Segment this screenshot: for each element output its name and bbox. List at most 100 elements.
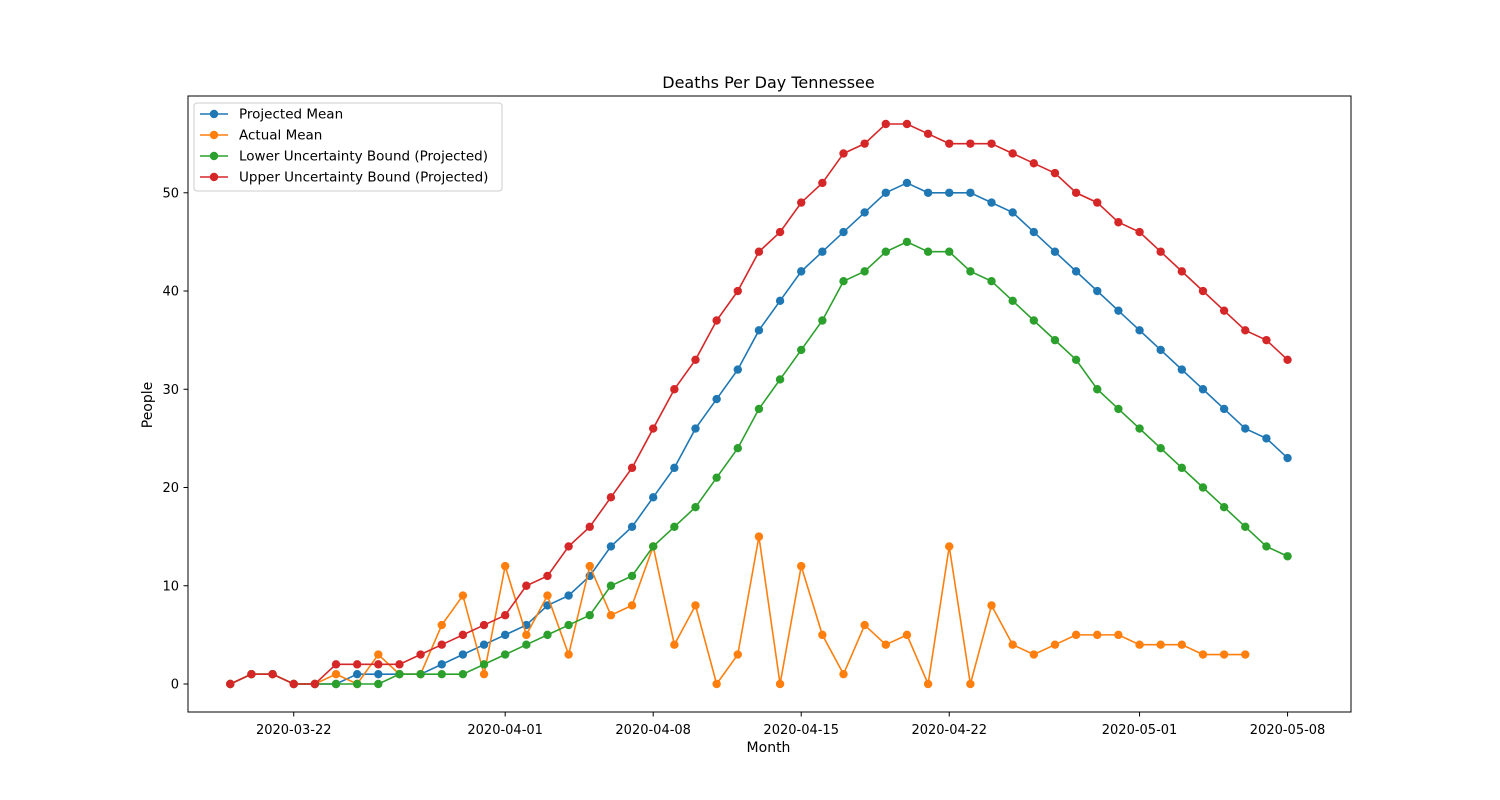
data-point-lower-uncertainty-bound-projected	[987, 276, 996, 286]
data-point-actual-mean	[923, 679, 933, 689]
data-point-actual-mean	[945, 542, 954, 551]
data-point-upper-uncertainty-bound-projected	[1008, 149, 1017, 158]
data-point-projected-mean	[1219, 404, 1229, 414]
data-point-upper-uncertainty-bound-projected	[1219, 306, 1229, 315]
data-point-lower-uncertainty-bound-projected	[1219, 502, 1229, 512]
data-point-projected-mean	[649, 493, 658, 502]
data-point-actual-mean	[797, 561, 806, 571]
data-point-upper-uncertainty-bound-projected	[754, 247, 764, 256]
data-point-actual-mean	[966, 679, 975, 689]
data-point-projected-mean	[1093, 286, 1102, 296]
data-point-projected-mean	[712, 394, 721, 404]
data-point-upper-uncertainty-bound-projected	[585, 522, 594, 532]
data-point-actual-mean	[1135, 640, 1144, 649]
data-point-upper-uncertainty-bound-projected	[1114, 218, 1123, 227]
data-point-upper-uncertainty-bound-projected	[1198, 286, 1208, 296]
data-point-upper-uncertainty-bound-projected	[1093, 198, 1102, 207]
data-point-actual-mean	[733, 650, 742, 659]
data-point-upper-uncertainty-bound-projected	[458, 630, 468, 640]
data-point-actual-mean	[564, 650, 573, 659]
data-point-actual-mean	[1241, 650, 1250, 659]
data-point-lower-uncertainty-bound-projected	[923, 247, 933, 256]
data-point-upper-uncertainty-bound-projected	[268, 669, 277, 679]
data-point-projected-mean	[1050, 247, 1060, 256]
data-point-upper-uncertainty-bound-projected	[310, 679, 320, 689]
data-point-lower-uncertainty-bound-projected	[881, 247, 890, 256]
data-point-lower-uncertainty-bound-projected	[1029, 316, 1039, 325]
data-point-upper-uncertainty-bound-projected	[543, 571, 552, 581]
data-point-lower-uncertainty-bound-projected	[1093, 385, 1102, 394]
y-axis: 0 10 20 30 40 50	[162, 186, 188, 693]
data-point-lower-uncertainty-bound-projected	[797, 345, 806, 355]
data-point-projected-mean	[1241, 424, 1250, 433]
data-point-lower-uncertainty-bound-projected	[606, 581, 616, 590]
data-point-projected-mean	[1029, 227, 1039, 237]
data-point-lower-uncertainty-bound-projected	[966, 267, 975, 276]
data-point-upper-uncertainty-bound-projected	[1029, 159, 1039, 168]
data-point-projected-mean	[902, 178, 912, 188]
data-point-upper-uncertainty-bound-projected	[818, 178, 827, 188]
data-point-upper-uncertainty-bound-projected	[437, 640, 446, 649]
data-point-lower-uncertainty-bound-projected	[775, 375, 785, 384]
data-point-lower-uncertainty-bound-projected	[1050, 335, 1060, 345]
data-point-actual-mean	[500, 561, 510, 571]
data-point-upper-uncertainty-bound-projected	[966, 139, 975, 148]
data-point-upper-uncertainty-bound-projected	[1262, 335, 1271, 345]
legend-box	[193, 102, 503, 192]
data-point-upper-uncertainty-bound-projected	[902, 119, 912, 129]
legend-item-lower-uncertainty-bound-projected: Lower Uncertainty Bound (Projected)	[200, 149, 488, 165]
data-point-lower-uncertainty-bound-projected	[564, 620, 573, 630]
legend-item-actual-mean: Actual Mean	[200, 128, 322, 144]
data-point-projected-mean	[1071, 267, 1081, 276]
y-tick-label: 30	[162, 383, 179, 398]
data-point-upper-uncertainty-bound-projected	[733, 286, 742, 296]
data-point-upper-uncertainty-bound-projected	[860, 139, 869, 148]
data-point-actual-mean	[458, 591, 468, 600]
data-point-upper-uncertainty-bound-projected	[289, 679, 298, 689]
data-point-upper-uncertainty-bound-projected	[1177, 267, 1187, 276]
data-point-lower-uncertainty-bound-projected	[945, 247, 954, 256]
data-point-lower-uncertainty-bound-projected	[416, 669, 425, 679]
data-point-lower-uncertainty-bound-projected	[1283, 552, 1292, 561]
data-point-projected-mean	[818, 247, 827, 256]
data-point-actual-mean	[479, 669, 489, 679]
data-point-projected-mean	[606, 542, 616, 551]
legend-item-upper-uncertainty-bound-projected: Upper Uncertainty Bound (Projected)	[200, 170, 488, 186]
data-point-upper-uncertainty-bound-projected	[564, 542, 573, 551]
data-point-projected-mean	[1198, 385, 1208, 394]
data-point-lower-uncertainty-bound-projected	[733, 444, 742, 453]
data-point-upper-uncertainty-bound-projected	[522, 581, 531, 590]
data-point-actual-mean	[1071, 630, 1081, 640]
data-point-upper-uncertainty-bound-projected	[1156, 247, 1165, 256]
x-tick-label: 2020-04-08	[615, 723, 691, 738]
data-point-lower-uncertainty-bound-projected	[1114, 404, 1123, 414]
data-point-projected-mean	[564, 591, 573, 600]
data-point-lower-uncertainty-bound-projected	[670, 522, 679, 532]
data-point-upper-uncertainty-bound-projected	[374, 660, 383, 669]
data-point-actual-mean	[1177, 640, 1187, 649]
data-point-actual-mean	[1093, 630, 1102, 640]
data-point-projected-mean	[775, 296, 785, 306]
data-point-upper-uncertainty-bound-projected	[670, 385, 679, 394]
data-point-projected-mean	[754, 326, 764, 335]
data-point-upper-uncertainty-bound-projected	[416, 650, 425, 659]
y-tick-label: 0	[171, 678, 179, 693]
legend-marker	[209, 172, 219, 182]
data-point-lower-uncertainty-bound-projected	[1262, 542, 1271, 551]
legend-item-projected-mean: Projected Mean	[200, 107, 343, 123]
data-point-actual-mean	[754, 532, 764, 541]
data-point-upper-uncertainty-bound-projected	[479, 620, 489, 630]
data-point-actual-mean	[902, 630, 912, 640]
data-point-lower-uncertainty-bound-projected	[1177, 463, 1187, 473]
data-point-actual-mean	[585, 561, 594, 571]
data-point-actual-mean	[522, 630, 531, 640]
legend-marker	[209, 109, 219, 119]
x-tick-label: 2020-05-01	[1102, 723, 1178, 738]
data-point-upper-uncertainty-bound-projected	[712, 316, 721, 325]
data-point-lower-uncertainty-bound-projected	[585, 611, 594, 620]
legend-label: Actual Mean	[239, 128, 322, 144]
legend: Projected Mean Actual Mean Lower Uncertain…	[193, 102, 503, 192]
data-point-upper-uncertainty-bound-projected	[987, 139, 996, 148]
data-point-projected-mean	[923, 188, 933, 197]
x-axis: 2020-03-22 2020-04-01 2020-04-08 2020-04-15…	[256, 712, 1325, 738]
